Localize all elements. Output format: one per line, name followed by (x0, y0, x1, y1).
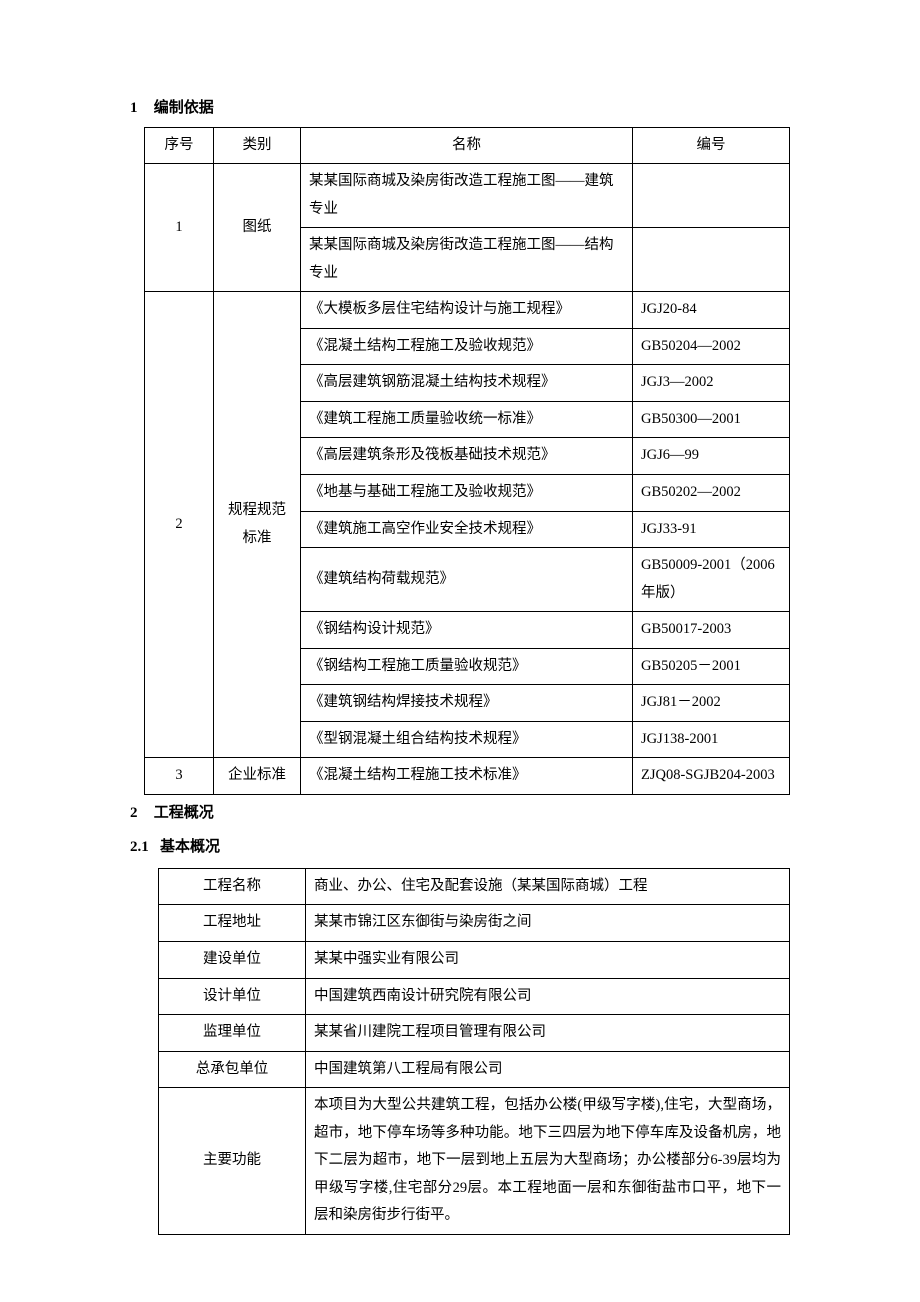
cell-name: 《型钢混凝土组合结构技术规程》 (301, 721, 633, 758)
cell-label: 工程名称 (159, 868, 306, 905)
cell-cat: 图纸 (214, 164, 301, 292)
col-code: 编号 (633, 127, 790, 164)
cell-code: JGJ6—99 (633, 438, 790, 475)
col-seq: 序号 (145, 127, 214, 164)
cell-label: 工程地址 (159, 905, 306, 942)
cell-code: JGJ20-84 (633, 292, 790, 329)
table-row: 主要功能本项目为大型公共建筑工程，包括办公楼(甲级写字楼),住宅，大型商场，超市… (159, 1088, 790, 1235)
table-row: 2规程规范标准《大模板多层住宅结构设计与施工规程》JGJ20-84 (145, 292, 790, 329)
cell-name: 《高层建筑钢筋混凝土结构技术规程》 (301, 365, 633, 402)
cell-code: GB50017-2003 (633, 612, 790, 649)
cell-name: 《高层建筑条形及筏板基础技术规范》 (301, 438, 633, 475)
cell-code: GB50009-2001（2006 年版） (633, 548, 790, 612)
cell-code: GB50205－2001 (633, 648, 790, 685)
cell-name: 《地基与基础工程施工及验收规范》 (301, 474, 633, 511)
section1-title: 1 编制依据 (130, 94, 790, 123)
cell-value: 商业、办公、住宅及配套设施（某某国际商城）工程 (306, 868, 790, 905)
cell-cat: 企业标准 (214, 758, 301, 795)
cell-name: 《大模板多层住宅结构设计与施工规程》 (301, 292, 633, 329)
table-row: 工程名称商业、办公、住宅及配套设施（某某国际商城）工程 (159, 868, 790, 905)
cell-code: JGJ138-2001 (633, 721, 790, 758)
section2-title-text: 工程概况 (154, 805, 214, 821)
table-row: 建设单位某某中强实业有限公司 (159, 941, 790, 978)
cell-name: 《建筑工程施工质量验收统一标准》 (301, 401, 633, 438)
table-row: 设计单位中国建筑西南设计研究院有限公司 (159, 978, 790, 1015)
table-row: 1图纸某某国际商城及染房街改造工程施工图——建筑专业 (145, 164, 790, 228)
overview-table: 工程名称商业、办公、住宅及配套设施（某某国际商城）工程工程地址某某市锦江区东御街… (158, 868, 790, 1235)
cell-code: GB50204—2002 (633, 328, 790, 365)
cell-code: JGJ81－2002 (633, 685, 790, 722)
section2-sub-num: 2.1 (130, 839, 149, 855)
col-cat: 类别 (214, 127, 301, 164)
cell-label: 总承包单位 (159, 1051, 306, 1088)
cell-name: 某某国际商城及染房街改造工程施工图——建筑专业 (301, 164, 633, 228)
cell-label: 建设单位 (159, 941, 306, 978)
cell-value: 中国建筑第八工程局有限公司 (306, 1051, 790, 1088)
cell-name: 《建筑钢结构焊接技术规程》 (301, 685, 633, 722)
cell-code: GB50300—2001 (633, 401, 790, 438)
cell-name: 《钢结构工程施工质量验收规范》 (301, 648, 633, 685)
table-row: 3企业标准《混凝土结构工程施工技术标准》ZJQ08-SGJB204-2003 (145, 758, 790, 795)
section2-sub: 2.1 基本概况 (130, 833, 790, 862)
cell-code (633, 164, 790, 228)
cell-name: 《钢结构设计规范》 (301, 612, 633, 649)
table-header-row: 序号 类别 名称 编号 (145, 127, 790, 164)
cell-cat: 规程规范标准 (214, 292, 301, 758)
basis-table: 序号 类别 名称 编号 1图纸某某国际商城及染房街改造工程施工图——建筑专业某某… (144, 127, 790, 795)
cell-value: 某某市锦江区东御街与染房街之间 (306, 905, 790, 942)
cell-value: 本项目为大型公共建筑工程，包括办公楼(甲级写字楼),住宅，大型商场，超市，地下停… (306, 1088, 790, 1235)
cell-seq: 1 (145, 164, 214, 292)
section2-num: 2 (130, 799, 150, 828)
table-row: 工程地址某某市锦江区东御街与染房街之间 (159, 905, 790, 942)
table-row: 总承包单位中国建筑第八工程局有限公司 (159, 1051, 790, 1088)
cell-name: 《建筑施工高空作业安全技术规程》 (301, 511, 633, 548)
section2-title: 2 工程概况 (130, 799, 790, 828)
section1-num: 1 (130, 94, 150, 123)
cell-code (633, 228, 790, 292)
cell-seq: 2 (145, 292, 214, 758)
cell-name: 《建筑结构荷载规范》 (301, 548, 633, 612)
cell-name: 《混凝土结构工程施工及验收规范》 (301, 328, 633, 365)
cell-name: 某某国际商城及染房街改造工程施工图——结构专业 (301, 228, 633, 292)
cell-label: 主要功能 (159, 1088, 306, 1235)
col-name: 名称 (301, 127, 633, 164)
cell-code: JGJ3—2002 (633, 365, 790, 402)
cell-label: 监理单位 (159, 1015, 306, 1052)
cell-code: ZJQ08-SGJB204-2003 (633, 758, 790, 795)
section2-sub-title: 基本概况 (160, 839, 220, 855)
cell-value: 中国建筑西南设计研究院有限公司 (306, 978, 790, 1015)
table-row: 监理单位某某省川建院工程项目管理有限公司 (159, 1015, 790, 1052)
cell-code: GB50202—2002 (633, 474, 790, 511)
cell-label: 设计单位 (159, 978, 306, 1015)
cell-value: 某某中强实业有限公司 (306, 941, 790, 978)
section1-title-text: 编制依据 (154, 100, 214, 116)
cell-name: 《混凝土结构工程施工技术标准》 (301, 758, 633, 795)
cell-code: JGJ33-91 (633, 511, 790, 548)
cell-seq: 3 (145, 758, 214, 795)
cell-value: 某某省川建院工程项目管理有限公司 (306, 1015, 790, 1052)
